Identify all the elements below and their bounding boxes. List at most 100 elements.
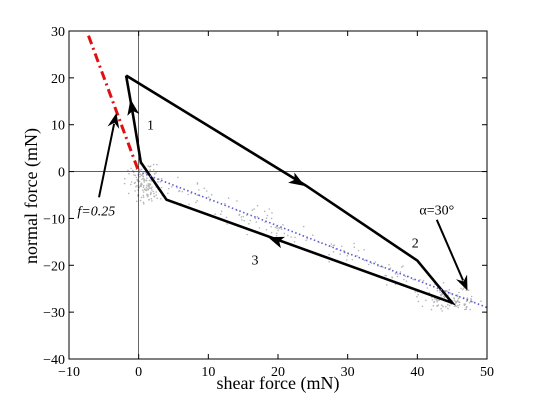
scatter-point: [266, 214, 269, 217]
scatter-point: [270, 217, 273, 220]
scatter-point: [214, 213, 216, 215]
scatter-point: [253, 208, 255, 210]
scatter-point: [353, 242, 355, 245]
scatter-point: [141, 183, 143, 186]
annotations: 1 2 3 f=0.25 α=30°: [77, 118, 454, 268]
scatter-point: [405, 280, 408, 283]
scatter-point: [457, 297, 460, 300]
scatter-point: [127, 169, 129, 172]
scatter-point: [144, 189, 147, 191]
scatter-point: [436, 305, 438, 307]
scatter-point: [468, 301, 471, 304]
scatter-point: [404, 275, 407, 278]
scatter-point: [198, 189, 200, 191]
scatter-point: [441, 310, 443, 312]
scatter-point: [466, 297, 469, 299]
scatter-point: [190, 192, 192, 195]
scatter-point: [130, 167, 132, 170]
scatter-point: [153, 192, 155, 195]
scatter-point: [160, 197, 162, 200]
scatter-point: [171, 186, 173, 188]
scatter-point: [457, 295, 459, 298]
scatter-point: [138, 186, 141, 189]
series-line-0: [124, 74, 457, 306]
scatter-point: [447, 303, 449, 306]
scatter-point: [196, 182, 199, 184]
scatter-point: [385, 274, 388, 277]
arrowhead: [127, 99, 140, 116]
scatter-point: [470, 298, 472, 300]
scatter-point: [456, 304, 459, 307]
scatter-point: [142, 177, 144, 179]
scatter-point: [149, 165, 152, 167]
scatter-point: [177, 176, 179, 179]
scatter-point: [277, 229, 280, 232]
scatter-point: [426, 287, 429, 289]
scatter-point: [425, 299, 427, 302]
scatter-point: [388, 264, 390, 266]
scatter-point: [465, 300, 468, 303]
scatter-point: [140, 174, 143, 176]
scatter-point: [251, 209, 253, 211]
scatter-point: [148, 187, 150, 190]
pointer-line-1: [435, 219, 465, 281]
scatter-point: [431, 296, 433, 299]
scatter-point: [138, 168, 141, 170]
scatter-point: [396, 273, 399, 275]
scatter-point: [283, 232, 286, 235]
scatter-point: [467, 289, 470, 292]
scatter-point: [140, 185, 142, 187]
scatter-point: [402, 265, 404, 267]
path-arrow-1: [267, 236, 286, 249]
scatter-point: [146, 177, 148, 179]
scatter-point: [241, 219, 243, 221]
series-line-1: [87, 35, 141, 173]
scatter-point: [396, 275, 399, 278]
scatter-point: [160, 186, 163, 189]
scatter-point: [442, 305, 444, 308]
scatter-point: [135, 185, 137, 188]
scatter-point: [140, 168, 143, 171]
scatter-point: [353, 246, 356, 248]
scatter-point: [328, 260, 330, 263]
scatter-point: [145, 179, 147, 181]
scatter-point: [461, 288, 464, 291]
scatter-point: [156, 163, 158, 166]
scatter-point: [136, 184, 138, 187]
scatter-point: [254, 217, 257, 220]
scatter-point: [187, 193, 189, 196]
scatter-point: [142, 201, 145, 204]
scatter-point: [465, 306, 468, 309]
pointer-line-0: [98, 123, 116, 198]
scatter-point: [263, 210, 266, 213]
scatter-point: [274, 226, 277, 229]
scatter-point: [146, 193, 148, 196]
scatter-point: [258, 227, 261, 229]
y-tick-label: 0: [58, 166, 65, 181]
scatter-point: [370, 262, 373, 265]
x-tick-label: 40: [410, 365, 424, 380]
zero-lines: [69, 31, 487, 359]
scatter-point: [456, 300, 459, 303]
scatter-point: [391, 276, 393, 278]
scatter-point: [445, 305, 447, 308]
scatter-point: [417, 293, 420, 296]
scatter-point: [139, 199, 142, 202]
scatter-point: [282, 224, 284, 226]
scatter-point: [236, 200, 238, 202]
annotation-4: α=30°: [419, 204, 454, 219]
scatter-point: [149, 183, 152, 186]
scatter-point: [142, 191, 145, 193]
scatter-point: [385, 284, 388, 286]
scatter-point: [453, 305, 456, 307]
scatter-point: [149, 193, 152, 196]
scatter-point: [143, 179, 145, 182]
scatter-point: [176, 186, 178, 189]
scatter-point: [159, 180, 162, 183]
scatter-point: [134, 181, 137, 184]
scatter-point: [210, 193, 213, 196]
series-layer: [87, 35, 488, 309]
scatter-point: [142, 196, 145, 198]
scatter-point: [153, 173, 156, 175]
scatter-point: [148, 179, 151, 182]
